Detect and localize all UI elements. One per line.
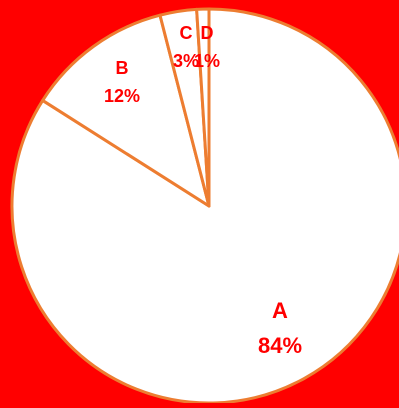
pie-slice-a [10, 7, 399, 405]
slice-percent-label-b: 12% [104, 86, 140, 106]
slice-category-label-d: D [201, 23, 214, 43]
slice-category-label-b: B [116, 58, 129, 78]
slice-category-label-c: C [180, 23, 193, 43]
slice-percent-label-a: 84% [258, 333, 302, 358]
pie-slice-d [195, 7, 211, 208]
slice-category-label-a: A [272, 298, 288, 323]
slice-percent-label-d: 1% [194, 51, 220, 71]
pie-slice-b [41, 13, 211, 208]
slice-percent-label-c: 3% [173, 51, 199, 71]
